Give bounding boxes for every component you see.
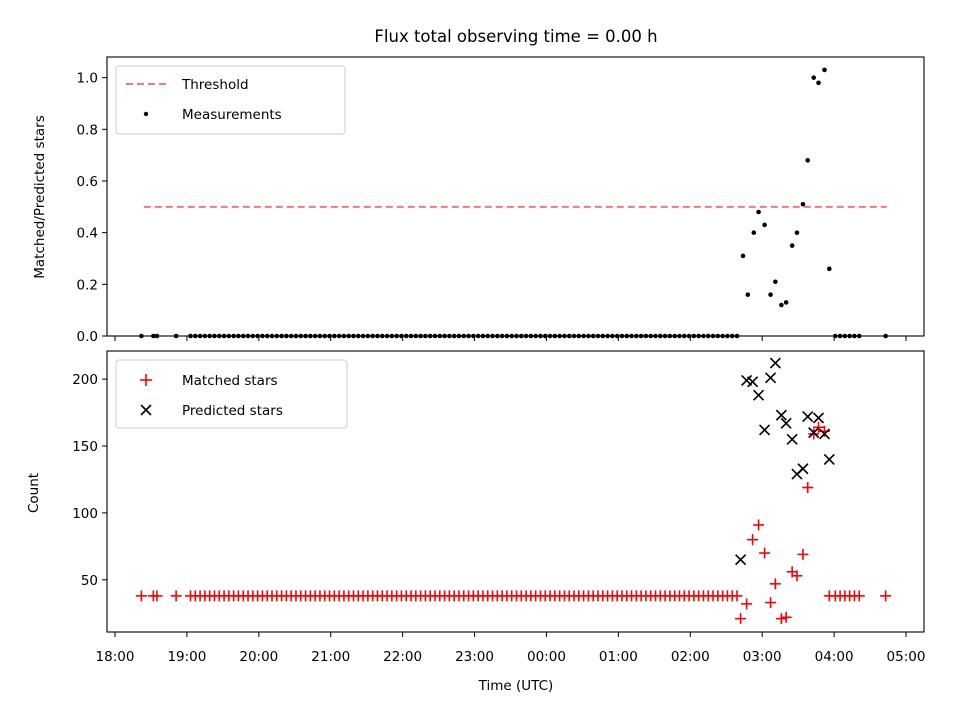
predicted-star-point <box>802 411 814 423</box>
bottom-plot-frame <box>106 350 925 633</box>
top-y-axis-label: Matched/Predicted stars <box>32 115 48 278</box>
top-plot-frame <box>106 56 925 337</box>
x-tick-label: 02:00 <box>671 649 710 665</box>
matched-star-point <box>731 590 743 602</box>
bottom-legend: Matched stars Predicted stars <box>115 359 348 429</box>
predicted-star-point <box>780 417 792 429</box>
matched-star-point <box>735 613 747 625</box>
measurement-point <box>805 158 811 163</box>
measurement-point <box>783 300 789 305</box>
measurement-point <box>745 292 751 297</box>
matched-star-point <box>151 590 163 602</box>
x-tick-label: 05:00 <box>887 649 926 665</box>
predicted-star-point <box>808 427 820 439</box>
top-y-tick-label: 0.2 <box>77 277 98 293</box>
predicted-star-point <box>812 412 825 424</box>
bottom-y-tick-label: 200 <box>72 372 98 388</box>
matched-star-point <box>747 534 759 546</box>
predicted-star-point <box>735 554 747 566</box>
predicted-star-point <box>823 453 835 465</box>
x-tick-label: 04:00 <box>815 649 854 665</box>
matched-star-point <box>135 590 147 602</box>
predicted-star-point <box>747 376 759 388</box>
top-y-tick-label: 1.0 <box>77 71 98 87</box>
measurement-point <box>779 302 784 308</box>
predicted-star-point <box>769 357 781 369</box>
predicted-star-point <box>759 424 771 436</box>
predicted-star-point <box>765 372 777 384</box>
matched-star-point <box>880 590 892 602</box>
matched-star-point <box>808 428 820 440</box>
predicted-star-point <box>818 428 831 440</box>
measurement-point <box>800 201 806 207</box>
predicted-star-point <box>786 433 798 445</box>
measurement-point <box>751 230 757 235</box>
measurement-point <box>756 209 761 215</box>
measurement-point <box>762 222 767 228</box>
predicted-stars-legend-label: Predicted stars <box>182 403 283 419</box>
matched-star-point <box>765 597 777 609</box>
measurement-point <box>822 67 827 73</box>
measurements-legend-label: Measurements <box>182 107 282 123</box>
matched-star-point <box>775 613 787 625</box>
matched-stars-legend-swatch <box>140 374 152 386</box>
matched-stars-legend-label: Matched stars <box>182 373 278 389</box>
chart-title: Flux total observing time = 0.00 h <box>374 27 657 46</box>
matched-star-point <box>741 598 753 610</box>
measurement-point <box>773 279 778 285</box>
bottom-y-tick-label: 50 <box>81 573 98 589</box>
x-tick-label: 19:00 <box>167 649 206 665</box>
top-legend: Threshold Measurements <box>115 65 346 135</box>
bottom-y-tick-label: 100 <box>72 506 98 522</box>
measurement-point <box>740 253 746 259</box>
x-tick-label: 18:00 <box>96 649 135 665</box>
matched-star-point <box>853 590 865 602</box>
x-tick-label: 20:00 <box>239 649 278 665</box>
matched-star-point <box>797 548 809 560</box>
top-plot-area <box>139 67 888 339</box>
bottom-legend-box <box>115 359 348 429</box>
bottom-y-tick-label: 150 <box>72 439 98 455</box>
matched-star-point <box>780 611 792 623</box>
top-y-tick-label: 0.0 <box>77 329 98 345</box>
matched-star-point <box>170 590 182 602</box>
x-tick-label: 21:00 <box>311 649 350 665</box>
measurement-point <box>816 80 821 86</box>
x-tick-label: 22:00 <box>383 649 422 665</box>
matched-star-point <box>769 578 781 590</box>
x-tick-label: 00:00 <box>527 649 566 665</box>
predicted-stars-legend-swatch <box>140 404 152 416</box>
matched-star-point <box>791 570 803 582</box>
measurement-point <box>768 292 773 297</box>
top-y-tick-label: 0.6 <box>77 174 98 190</box>
predicted-star-point <box>753 389 765 401</box>
measurement-point <box>826 266 832 272</box>
measurement-point <box>811 75 817 80</box>
matched-star-point <box>759 547 771 559</box>
top-y-tick-label: 0.8 <box>77 122 98 138</box>
predicted-star-point <box>797 463 809 475</box>
predicted-star-point <box>775 409 787 421</box>
x-tick-label: 03:00 <box>743 649 782 665</box>
top-legend-box <box>115 65 346 135</box>
measurement-point <box>794 230 800 235</box>
top-y-tick-label: 0.4 <box>77 226 98 242</box>
bottom-plot-area <box>135 357 892 625</box>
threshold-legend-label: Threshold <box>181 77 249 93</box>
x-tick-label: 23:00 <box>455 649 494 665</box>
matched-star-point <box>813 421 825 433</box>
measurements-legend-swatch <box>143 111 149 117</box>
x-axis-label: Time (UTC) <box>478 678 554 694</box>
measurement-point <box>789 243 795 248</box>
matched-star-point <box>802 481 814 493</box>
matched-star-point <box>753 519 765 531</box>
bottom-y-axis-label: Count <box>26 473 42 513</box>
x-tick-label: 01:00 <box>599 649 638 665</box>
